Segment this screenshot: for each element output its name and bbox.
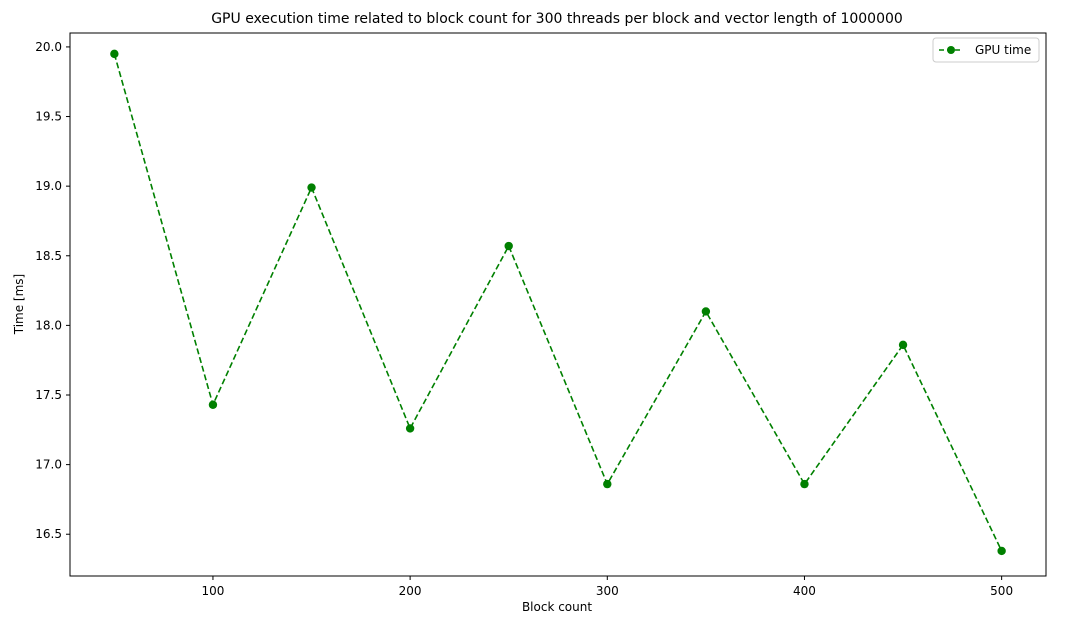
data-point [110, 49, 119, 59]
data-point [701, 307, 711, 316]
data-point [208, 400, 218, 409]
y-tick-label: 19.5 [35, 110, 62, 124]
data-point [800, 479, 809, 489]
y-tick-label: 18.0 [35, 318, 62, 332]
y-tick-label: 17.5 [35, 388, 62, 402]
plot-area [69, 32, 1047, 577]
x-tick-label: 300 [596, 584, 619, 598]
y-axis-label: Time [ms] [12, 274, 26, 336]
data-point [898, 340, 908, 350]
data-point [307, 183, 316, 192]
x-axis-label: Block count [522, 600, 592, 614]
x-tick-label: 200 [399, 584, 422, 598]
x-tick-label: 500 [990, 584, 1013, 598]
x-tick-label: 400 [793, 584, 816, 598]
y-tick-label: 20.0 [35, 40, 62, 54]
data-point [603, 479, 612, 489]
data-point [997, 546, 1006, 556]
series-layer [110, 49, 1006, 556]
y-tick-label: 17.0 [35, 458, 62, 472]
y-axis: 16.5 17.0 17.5 18.0 18.5 19.0 19.5 20.0 [35, 40, 70, 541]
legend-box [932, 37, 1040, 63]
legend-marker [947, 46, 955, 54]
y-tick-label: 16.5 [35, 527, 62, 541]
chart-title: GPU execution time related to block coun… [211, 11, 903, 27]
series-line-gpu-time [113, 53, 1003, 552]
legend: GPU time [932, 37, 1040, 63]
data-point [405, 424, 415, 433]
y-tick-label: 18.5 [35, 249, 62, 263]
x-tick-label: 100 [201, 584, 224, 598]
data-point [504, 241, 513, 251]
legend-label: GPU time [975, 43, 1031, 57]
x-axis: 100 200 300 400 500 [201, 576, 1013, 598]
y-tick-label: 19.0 [35, 179, 62, 193]
